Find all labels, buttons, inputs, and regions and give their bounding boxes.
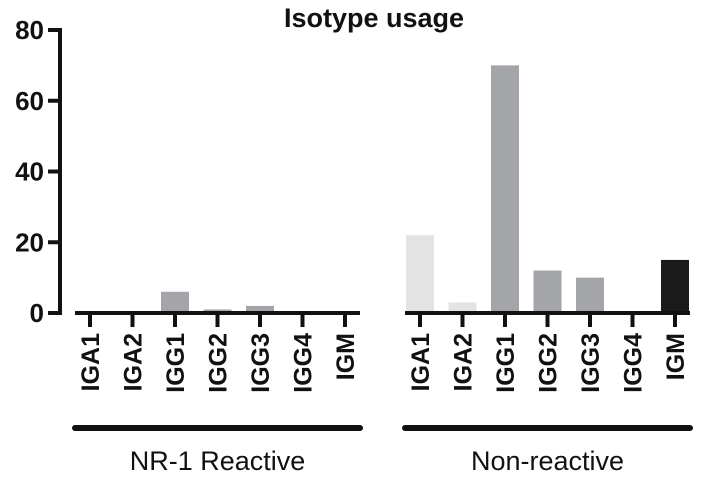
y-tick-label: 0 [30,298,44,328]
y-tick-label: 80 [15,15,44,45]
x-tick-label: IGA1 [77,333,105,391]
x-tick-label: IGG3 [247,333,275,393]
y-tick-label: 60 [15,86,44,116]
x-tick-label: IGG2 [205,333,233,393]
bar [448,302,477,313]
x-tick-label: IGG3 [577,333,605,393]
bar [576,277,604,313]
bar [491,65,519,313]
y-axis: 0 20 40 60 80 [15,15,62,328]
x-tick-label: IGA1 [407,333,435,391]
y-tick-label: 20 [15,227,44,257]
x-tick-label: IGG2 [535,333,563,393]
y-tick-label: 40 [15,157,44,187]
bar [161,291,189,313]
x-tick-label: IGG1 [492,333,520,393]
x-tick-label: IGA2 [450,333,478,391]
bar [533,270,562,313]
chart-title: Isotype usage [284,3,464,33]
group-label: Non-reactive [471,446,624,476]
group-label: NR-1 Reactive [130,446,306,476]
x-tick-label: IGG1 [162,333,190,393]
bar [406,235,434,313]
bar [661,259,689,313]
x-tick-label: IGM [332,333,360,380]
bars [161,65,689,313]
x-tick-label: IGG4 [290,333,318,393]
bar [246,305,274,313]
x-tick-label: IGA2 [120,333,148,391]
x-tick-label: IGM [662,333,690,380]
x-tick-label: IGG4 [620,333,648,393]
x-axis: IGA1 IGA2 IGG1 IGG2 IGG3 IGG4 IGM NR-1 Reactive… [72,311,693,476]
